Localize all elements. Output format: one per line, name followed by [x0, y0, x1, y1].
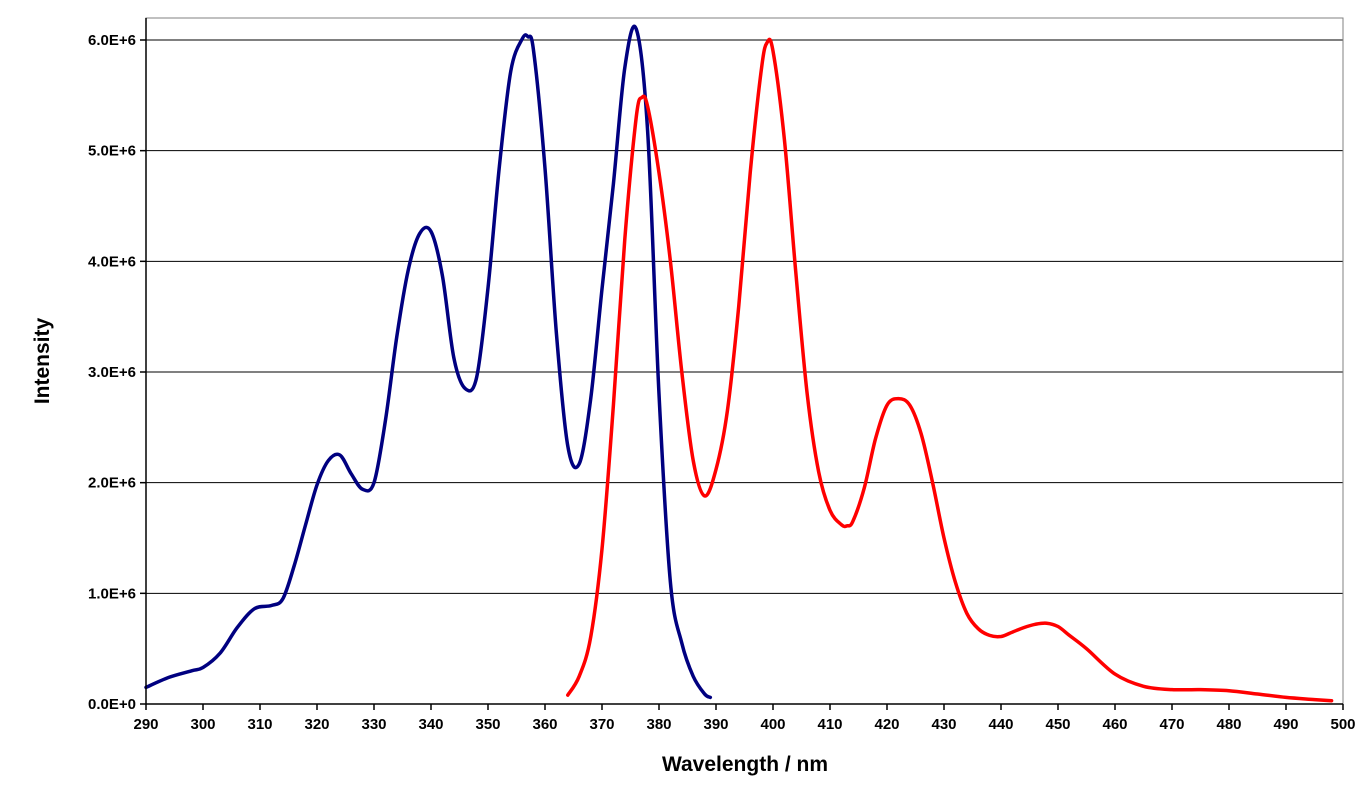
x-tick-label: 440	[988, 716, 1013, 733]
y-tick-label: 6.0E+6	[88, 32, 136, 49]
y-tick-label: 0.0E+0	[88, 696, 136, 713]
x-tick-label: 450	[1045, 716, 1070, 733]
gridlines	[146, 39, 1343, 594]
y-tick-label: 3.0E+6	[88, 364, 136, 381]
series-line-1	[144, 24, 713, 700]
x-tick-label: 390	[703, 716, 728, 733]
series-layer	[144, 24, 1334, 703]
x-axis-title: Wavelength / nm	[662, 753, 828, 776]
x-tick-label: 420	[874, 716, 899, 733]
y-axis-ticks: 0.0E+0 1.0E+6 2.0E+6 3.0E+6 4.0E+6 5.0E+6 6.0E…	[88, 32, 146, 713]
x-tick-label: 490	[1273, 716, 1298, 733]
x-tick-label: 360	[532, 716, 557, 733]
x-tick-label: 430	[931, 716, 956, 733]
x-tick-label: 370	[589, 716, 614, 733]
y-tick-label: 4.0E+6	[88, 253, 136, 270]
x-tick-label: 330	[361, 716, 386, 733]
x-tick-label: 320	[304, 716, 329, 733]
x-tick-label: 500	[1330, 716, 1355, 733]
y-tick-label: 2.0E+6	[88, 475, 136, 492]
x-tick-label: 400	[760, 716, 785, 733]
y-tick-label: 5.0E+6	[88, 143, 136, 160]
x-tick-label: 300	[190, 716, 215, 733]
x-tick-label: 310	[247, 716, 272, 733]
x-tick-label: 480	[1216, 716, 1241, 733]
x-tick-label: 350	[475, 716, 500, 733]
series-line-2	[566, 37, 1334, 703]
x-tick-label: 380	[646, 716, 671, 733]
x-tick-label: 290	[133, 716, 158, 733]
plot-area-frame	[145, 17, 1344, 705]
y-axis-title: Intensity	[31, 318, 54, 405]
y-tick-label: 1.0E+6	[88, 585, 136, 602]
x-tick-label: 470	[1159, 716, 1184, 733]
x-axis-ticks: 290 300 310 320 330 340 350 360 370 380 390 400 410 4…	[133, 704, 1356, 733]
x-tick-label: 340	[418, 716, 443, 733]
x-tick-label: 410	[817, 716, 842, 733]
x-tick-label: 460	[1102, 716, 1127, 733]
